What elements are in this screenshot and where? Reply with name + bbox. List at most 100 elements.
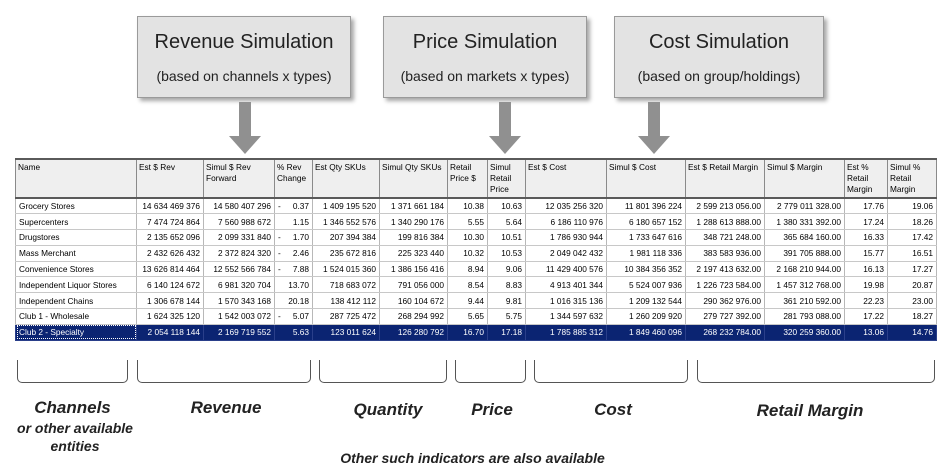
table-cell: 268 294 992 (379, 308, 448, 325)
rev-change-cell: -0.37 (274, 198, 313, 215)
table-cell: 17.22 (844, 308, 888, 325)
row-name-cell: Club 2 - Specialty (15, 324, 137, 341)
table-cell: 1 371 661 184 (379, 198, 448, 215)
table-cell: 10.63 (487, 198, 526, 215)
table-cell: 281 793 088.00 (764, 308, 845, 325)
table-cell: 22.23 (844, 292, 888, 310)
bracket-revenue (137, 360, 311, 383)
table-cell: 287 725 472 (312, 308, 380, 325)
table-cell: 2 779 011 328.00 (764, 198, 845, 215)
table-row[interactable]: Supercenters 7 474 724 864 7 560 988 672 1.… (15, 213, 937, 231)
column-header[interactable]: Simul $ Cost (606, 158, 686, 199)
table-cell: 9.44 (447, 292, 488, 310)
row-name-cell: Club 1 - Wholesale (15, 308, 137, 325)
rev-change-cell: -5.07 (274, 308, 313, 325)
table-cell: 1 524 015 360 (312, 261, 380, 278)
table-cell: 5.55 (447, 213, 488, 231)
column-header[interactable]: % Rev Change (274, 158, 313, 199)
table-cell: 20.87 (887, 276, 937, 294)
table-cell: 1 981 118 336 (606, 245, 686, 262)
rev-change-value: 7.88 (292, 264, 309, 275)
column-header[interactable]: Est $ Rev (136, 158, 204, 199)
table-cell: 6 981 320 704 (203, 276, 275, 294)
table-cell: 9.81 (487, 292, 526, 310)
column-header[interactable]: Name (15, 158, 137, 199)
bracket-quantity (319, 360, 447, 383)
callout-title: Cost Simulation (648, 31, 790, 53)
table-header-row: Name Est $ Rev Simul $ Rev Forward % Rev… (15, 158, 937, 199)
bracket-price (455, 360, 526, 383)
negative-sign: - (278, 232, 281, 243)
table-cell: 7 474 724 864 (136, 213, 204, 231)
table-cell: 1 624 325 120 (136, 308, 204, 325)
table-row[interactable]: Convenience Stores 13 626 814 464 12 552 5… (15, 261, 937, 278)
table-cell: 13.06 (844, 324, 888, 341)
rev-change-cell: -1.70 (274, 229, 313, 246)
arrow-down-revenue (227, 102, 263, 154)
table-cell: 2 432 626 432 (136, 245, 204, 262)
table-cell: 6 186 110 976 (525, 213, 607, 231)
table-cell: 5.64 (487, 213, 526, 231)
row-name-cell: Mass Merchant (15, 245, 137, 262)
negative-sign: - (278, 311, 281, 322)
table-cell: 268 232 784.00 (685, 324, 765, 341)
column-header[interactable]: Simul Retail Price (487, 158, 526, 199)
table-cell: 126 280 792 (379, 324, 448, 341)
rev-change-value: 20.18 (288, 295, 309, 306)
row-name-cell: Supercenters (15, 213, 137, 231)
table-row[interactable]: Drugstores 2 135 652 096 2 099 331 840-1.7… (15, 229, 937, 246)
table-cell: 8.94 (447, 261, 488, 278)
table-row[interactable]: Club 2 - Specialty 2 054 118 144 2 169 719… (15, 324, 937, 341)
table-row[interactable]: Independent Chains 1 306 678 144 1 570 343… (15, 292, 937, 310)
table-cell: 1 340 290 176 (379, 213, 448, 231)
simulation-table: Name Est $ Rev Simul $ Rev Forward % Rev… (15, 158, 937, 341)
table-cell: 17.18 (487, 324, 526, 341)
column-header[interactable]: Simul $ Margin (764, 158, 845, 199)
table-cell: 11 801 396 224 (606, 198, 686, 215)
column-header[interactable]: Retail Price $ (447, 158, 488, 199)
rev-change-cell: 13.70 (274, 276, 313, 294)
column-header[interactable]: Simul Qty SKUs (379, 158, 448, 199)
negative-sign: - (278, 248, 281, 259)
table-cell: 1 344 597 632 (525, 308, 607, 325)
table-cell: 207 394 384 (312, 229, 380, 246)
group-label-revenue: Revenue (190, 398, 262, 417)
column-header[interactable]: Est Qty SKUs (312, 158, 380, 199)
row-name-cell: Independent Liquor Stores (15, 276, 137, 294)
table-cell: 16.51 (887, 245, 937, 262)
group-label-retail-margin: Retail Margin (756, 401, 864, 420)
callout-title: Price Simulation (412, 31, 558, 53)
column-header[interactable]: Est % Retail Margin (844, 158, 888, 199)
table-row[interactable]: Mass Merchant 2 432 626 432 2 372 824 320-… (15, 245, 937, 262)
column-header[interactable]: Simul $ Rev Forward (203, 158, 275, 199)
table-row[interactable]: Grocery Stores 14 634 469 376 14 580 407 2… (15, 198, 937, 215)
table-row[interactable]: Independent Liquor Stores 6 140 124 672 6 … (15, 276, 937, 294)
table-cell: 6 140 124 672 (136, 276, 204, 294)
row-name-cell: Drugstores (15, 229, 137, 246)
table-row[interactable]: Club 1 - Wholesale 1 624 325 120 1 542 003… (15, 308, 937, 325)
column-header[interactable]: Est $ Retail Margin (685, 158, 765, 199)
table-cell: 1 457 312 768.00 (764, 276, 845, 294)
table-cell: 19.98 (844, 276, 888, 294)
table-cell: 1 733 647 616 (606, 229, 686, 246)
column-header[interactable]: Est $ Cost (525, 158, 607, 199)
table-cell: 1 226 723 584.00 (685, 276, 765, 294)
table-cell: 17.27 (887, 261, 937, 278)
group-label-quantity: Quantity (353, 400, 423, 419)
table-cell: 10.32 (447, 245, 488, 262)
negative-sign: - (278, 201, 281, 212)
table-cell: 1 849 460 096 (606, 324, 686, 341)
table-cell: 1 386 156 416 (379, 261, 448, 278)
table-cell: 14.76 (887, 324, 937, 341)
table-cell: 1 016 315 136 (525, 292, 607, 310)
table-cell: 2 054 118 144 (136, 324, 204, 341)
table-cell: 16.70 (447, 324, 488, 341)
negative-sign: - (278, 264, 281, 275)
table-cell: 1 209 132 544 (606, 292, 686, 310)
table-cell: 10.53 (487, 245, 526, 262)
column-header[interactable]: Simul % Retail Margin (887, 158, 937, 199)
rev-change-value: 1.70 (292, 232, 309, 243)
table-cell: 365 684 160.00 (764, 229, 845, 246)
table-cell: 19.06 (887, 198, 937, 215)
table-cell: 18.27 (887, 308, 937, 325)
